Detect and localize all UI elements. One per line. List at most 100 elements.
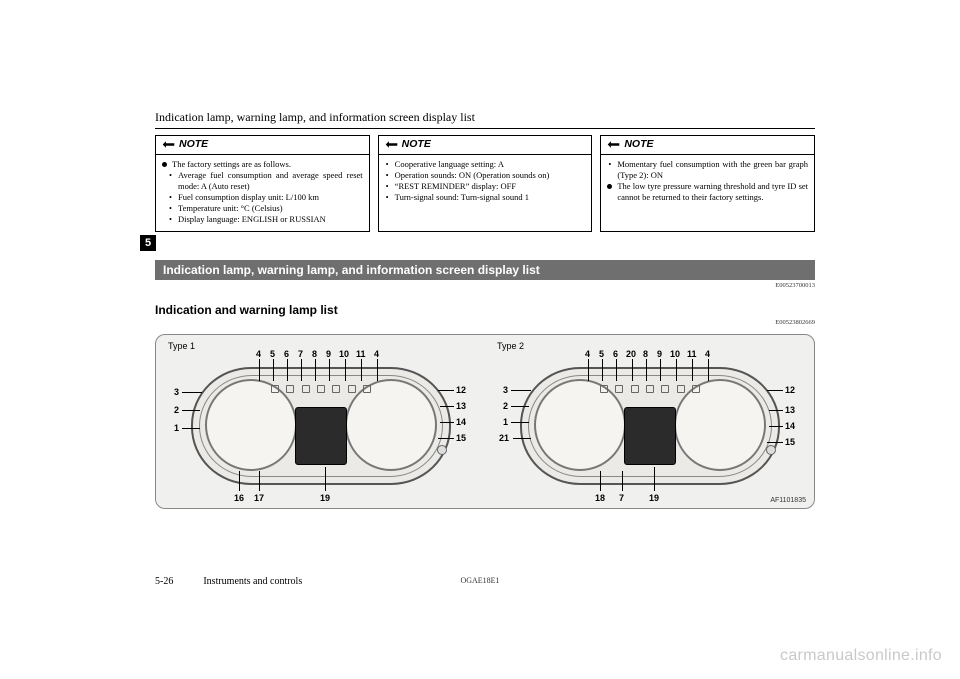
lead-line (692, 359, 693, 381)
note-item: Average fuel consumption and average spe… (162, 170, 363, 192)
footer-chapter-name: Instruments and controls (203, 576, 302, 587)
lead-line (182, 428, 200, 429)
lead-line (438, 438, 454, 439)
note-item: Operation sounds: ON (Operation sounds o… (385, 170, 586, 181)
note-label: NOTE (179, 138, 208, 152)
info-screen (624, 407, 676, 465)
callout-number: 6 (284, 349, 289, 359)
lead-line (182, 410, 200, 411)
callout-number: 3 (174, 387, 179, 397)
callout-number: 4 (374, 349, 379, 359)
chapter-tab: 5 (140, 235, 156, 251)
lead-line (259, 359, 260, 381)
callout-number: 20 (626, 349, 636, 359)
lead-line (329, 359, 330, 381)
note-item: Fuel consumption display unit: L/100 km (162, 192, 363, 203)
lead-line (440, 406, 454, 407)
lead-line (287, 359, 288, 381)
document-code: OGAE18E1 (460, 576, 499, 585)
figure-type-label: Type 1 (168, 341, 195, 351)
note-item: Cooperative language setting: A (385, 159, 586, 170)
callout-number: 1 (503, 417, 508, 427)
callout-number: 4 (705, 349, 710, 359)
callout-number: 4 (585, 349, 590, 359)
callout-number: 10 (339, 349, 349, 359)
reset-knob (437, 445, 447, 455)
note-icon (607, 140, 620, 149)
instrument-cluster (520, 367, 780, 485)
lead-line (315, 359, 316, 381)
callout-number: 19 (320, 493, 330, 503)
callout-number: 11 (687, 349, 697, 359)
lead-line (600, 471, 601, 491)
content-area: Indication lamp, warning lamp, and infor… (155, 110, 815, 509)
callout-number: 5 (599, 349, 604, 359)
callout-number: 1 (174, 423, 179, 433)
watermark: carmanualsonline.info (780, 647, 942, 665)
note-item: The factory settings are as follows. (162, 159, 363, 170)
lead-line (646, 359, 647, 381)
note-item: Display language: ENGLISH or RUSSIAN (162, 214, 363, 225)
callout-number: 4 (256, 349, 261, 359)
lead-line (511, 406, 529, 407)
note-label: NOTE (402, 138, 431, 152)
callout-number: 18 (595, 493, 605, 503)
callout-number: 7 (619, 493, 624, 503)
callout-number: 14 (456, 417, 466, 427)
lead-line (301, 359, 302, 381)
lead-line (769, 426, 783, 427)
callout-number: 8 (312, 349, 317, 359)
figure-frame: Type 1 4 5 6 7 8 9 (155, 334, 815, 509)
callout-number: 15 (456, 433, 466, 443)
callout-number: 16 (234, 493, 244, 503)
callout-number: 2 (503, 401, 508, 411)
figure-type1: Type 1 4 5 6 7 8 9 (156, 335, 485, 508)
lead-line (654, 467, 655, 491)
reset-knob (766, 445, 776, 455)
lead-line (440, 422, 454, 423)
callout-number: 9 (326, 349, 331, 359)
callout-number: 14 (785, 421, 795, 431)
note-body: The factory settings are as follows. Ave… (156, 155, 369, 231)
lead-line (239, 471, 240, 491)
lead-line (660, 359, 661, 381)
lead-line (676, 359, 677, 381)
figure-reference: AF1101835 (770, 497, 806, 504)
callout-number: 10 (670, 349, 680, 359)
instrument-cluster (191, 367, 451, 485)
note-header: NOTE (601, 136, 814, 155)
note-box: NOTE Cooperative language setting: A Ope… (378, 135, 593, 232)
info-screen (295, 407, 347, 465)
warning-icon-strip (271, 385, 371, 395)
callout-number: 12 (456, 385, 466, 395)
lead-line (259, 471, 260, 491)
lead-line (622, 471, 623, 491)
note-body: Cooperative language setting: A Operatio… (379, 155, 592, 209)
header-rule (155, 128, 815, 129)
lead-line (345, 359, 346, 381)
lead-line (325, 467, 326, 491)
section-heading-bar: Indication lamp, warning lamp, and infor… (155, 260, 815, 280)
note-item: The low tyre pressure warning threshold … (607, 181, 808, 203)
warning-icon-strip (600, 385, 700, 395)
callout-number: 11 (356, 349, 366, 359)
callout-number: 5 (270, 349, 275, 359)
callout-number: 13 (456, 401, 466, 411)
callout-number: 3 (503, 385, 508, 395)
note-header: NOTE (379, 136, 592, 155)
callout-number: 7 (298, 349, 303, 359)
note-label: NOTE (624, 138, 653, 152)
lead-line (438, 390, 454, 391)
lead-line (513, 438, 531, 439)
page-number: 5-26 (155, 576, 173, 587)
lead-line (182, 392, 202, 393)
reference-number: E00523802669 (155, 319, 815, 326)
callout-number: 13 (785, 405, 795, 415)
note-box: NOTE The factory settings are as follows… (155, 135, 370, 232)
lead-line (769, 410, 783, 411)
callout-number: 21 (499, 433, 509, 443)
lead-line (511, 390, 531, 391)
note-body: Momentary fuel consumption with the gree… (601, 155, 814, 209)
lead-line (588, 359, 589, 381)
callout-number: 2 (174, 405, 179, 415)
